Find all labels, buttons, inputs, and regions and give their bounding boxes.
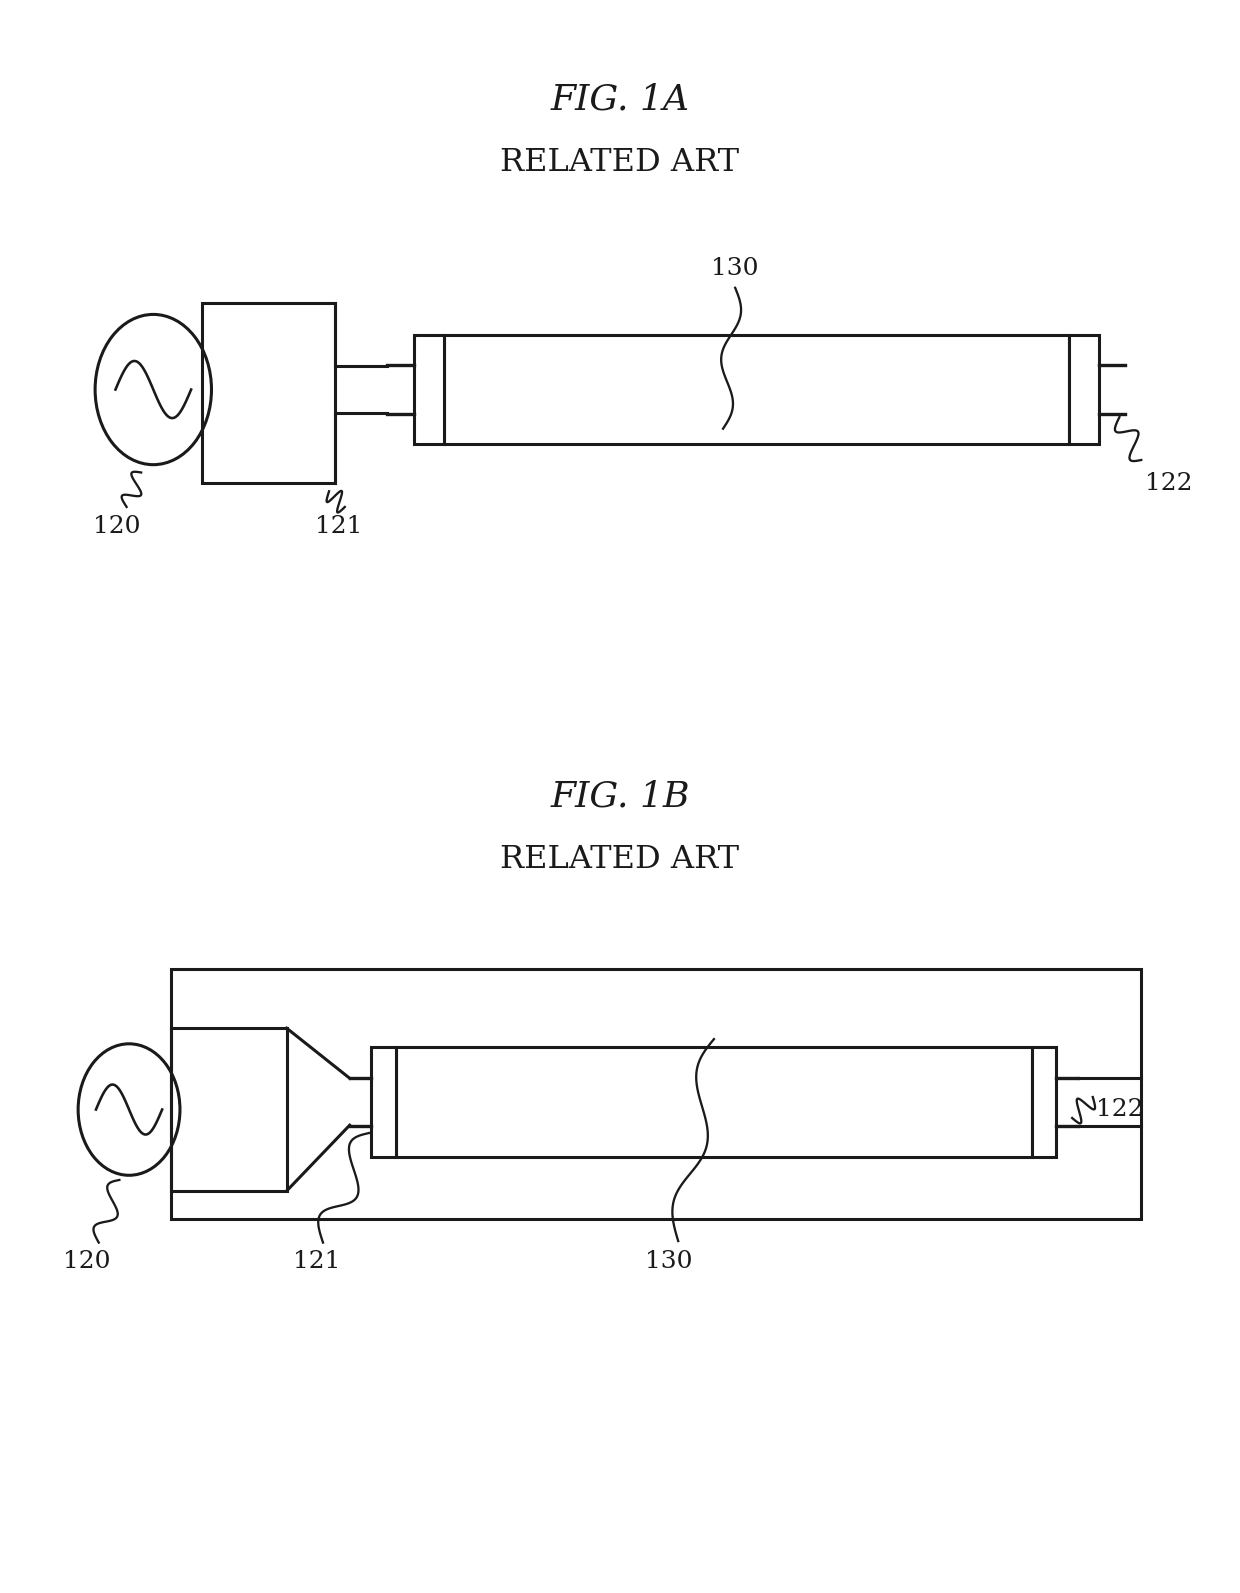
Bar xyxy=(1069,335,1099,444)
Text: 120: 120 xyxy=(93,515,140,538)
Text: 130: 130 xyxy=(645,1251,692,1273)
Text: FIG. 1B: FIG. 1B xyxy=(551,779,689,814)
Text: 120: 120 xyxy=(63,1251,110,1273)
Text: RELATED ART: RELATED ART xyxy=(501,147,739,178)
Bar xyxy=(444,335,1069,444)
Text: RELATED ART: RELATED ART xyxy=(501,844,739,875)
Bar xyxy=(1032,1047,1056,1157)
Text: 130: 130 xyxy=(712,256,759,280)
Bar xyxy=(202,303,335,483)
Text: 122: 122 xyxy=(1145,472,1193,495)
Text: 122: 122 xyxy=(1096,1098,1145,1121)
Text: 121: 121 xyxy=(315,515,362,538)
Text: 121: 121 xyxy=(293,1251,341,1273)
Text: FIG. 1A: FIG. 1A xyxy=(551,83,689,116)
Bar xyxy=(372,1047,396,1157)
Bar xyxy=(414,335,444,444)
Bar xyxy=(171,1027,286,1192)
Bar xyxy=(171,969,1141,1219)
Bar xyxy=(396,1047,1032,1157)
